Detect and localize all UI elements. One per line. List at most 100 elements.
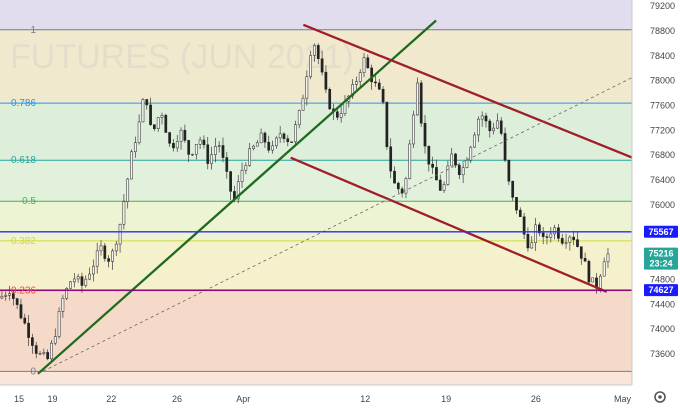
candle-body — [496, 120, 499, 129]
price-tag-label: 74627 — [648, 285, 673, 295]
candle-body — [57, 311, 61, 337]
x-tick-label: May — [614, 394, 632, 404]
candle-body — [511, 180, 515, 198]
candle-body — [568, 236, 572, 243]
candle-body — [290, 141, 293, 143]
candle-body — [587, 261, 591, 283]
y-tick-label: 74400 — [650, 299, 675, 309]
candle-body — [194, 144, 198, 155]
candle-body — [240, 169, 244, 182]
candle-body — [366, 57, 370, 69]
x-tick-label: Apr — [236, 394, 250, 404]
candle-body — [92, 265, 95, 275]
candle-body — [214, 146, 217, 155]
candle-body — [76, 276, 80, 280]
candle-body — [579, 246, 583, 259]
candle-body — [431, 163, 434, 168]
candle-body — [267, 141, 271, 151]
fib-band — [0, 201, 632, 241]
candle-body — [141, 99, 145, 123]
settings-gear-icon[interactable] — [654, 391, 666, 403]
y-tick-label: 78800 — [650, 26, 675, 36]
candle-body — [38, 353, 42, 355]
y-tick-label: 78400 — [650, 51, 675, 61]
candle-body — [84, 278, 88, 286]
price-lines — [0, 231, 632, 291]
candle-body — [442, 184, 446, 191]
candle-body — [107, 258, 110, 262]
y-tick-label: 78000 — [650, 76, 675, 86]
time-axis[interactable] — [0, 385, 680, 410]
fib-band — [0, 240, 632, 291]
candle-body — [339, 113, 343, 118]
candle-body — [522, 216, 526, 235]
fib-label: 0.618 — [11, 155, 36, 166]
candle-body — [362, 57, 366, 73]
x-tick-label: 15 — [14, 394, 24, 404]
candle-body — [450, 153, 454, 167]
candle-body — [99, 245, 103, 252]
candle-body — [564, 242, 568, 244]
candle-body — [114, 243, 118, 252]
candle-body — [297, 110, 301, 126]
fib-label: 0.236 — [11, 286, 36, 297]
fib-label: 1 — [30, 25, 36, 36]
candle-body — [419, 82, 423, 124]
candle-body — [503, 133, 507, 161]
candle-body — [560, 238, 564, 244]
candle-body — [515, 197, 518, 211]
candle-body — [492, 127, 495, 132]
fib-label: 0.786 — [11, 98, 36, 109]
candle-body — [11, 293, 15, 299]
candle-body — [446, 165, 450, 185]
candle-body — [34, 345, 38, 354]
candle-body — [111, 250, 114, 262]
price-axis[interactable] — [632, 0, 680, 385]
x-tick-label: 19 — [47, 394, 57, 404]
candle-body — [572, 236, 576, 240]
candle-body — [538, 224, 541, 234]
candle-body — [149, 104, 152, 125]
candle-body — [355, 81, 358, 85]
y-tick-label: 74800 — [650, 274, 675, 284]
fib-band-bottom — [0, 371, 632, 385]
candle-body — [316, 45, 320, 59]
candle-body — [294, 124, 297, 143]
candle-body — [301, 97, 305, 111]
candle-body — [374, 81, 377, 84]
candle-body — [400, 188, 404, 194]
candle-body — [309, 55, 313, 78]
candle-body — [461, 167, 465, 176]
candle-body — [477, 118, 480, 136]
candle-body — [225, 157, 229, 172]
candle-body — [172, 143, 175, 149]
candle-body — [381, 88, 385, 103]
candle-body — [396, 182, 400, 190]
trendlines — [37, 19, 658, 375]
candle-body — [313, 45, 316, 56]
candle-body — [15, 298, 19, 305]
x-tick-label: 26 — [172, 394, 182, 404]
candle-body — [202, 139, 206, 146]
candle-body — [69, 281, 72, 289]
candle-body — [187, 140, 191, 155]
candle-body — [454, 153, 457, 166]
candle-body — [168, 132, 171, 144]
candle-body — [557, 227, 560, 239]
price-tag — [644, 225, 678, 238]
candle-body — [278, 133, 282, 139]
candle-body — [164, 115, 168, 133]
candle-body — [19, 304, 23, 319]
candle-body — [427, 145, 431, 165]
candle-body — [320, 58, 324, 73]
candle-body — [275, 137, 278, 147]
candle-body — [263, 132, 267, 143]
fib-band — [0, 103, 632, 161]
candle-body — [484, 115, 488, 122]
candle-body — [88, 273, 91, 280]
candle-body — [358, 72, 362, 82]
candle-body — [606, 253, 610, 263]
candle-body — [549, 233, 553, 238]
